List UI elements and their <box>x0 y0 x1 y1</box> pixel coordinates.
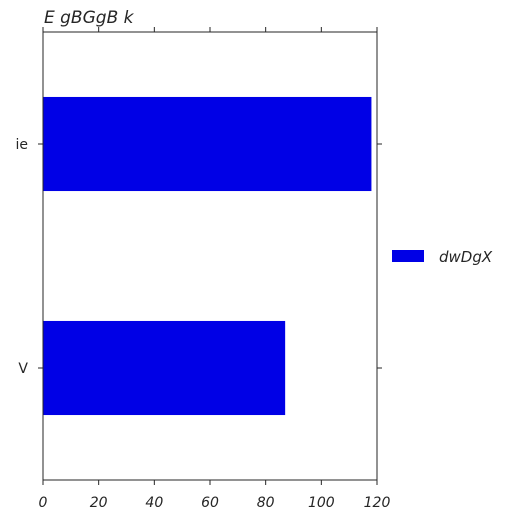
legend-label: dwDgX <box>439 248 493 266</box>
chart-title: E gBGgB k <box>44 8 135 28</box>
x-tick-label: 20 <box>90 495 108 511</box>
x-tick-label: 40 <box>145 495 163 511</box>
x-tick-label: 80 <box>257 495 275 511</box>
x-tick-label: 120 <box>364 495 391 511</box>
axes: ie V 0 20 40 60 80 100 120 <box>15 27 390 511</box>
bar-ie <box>43 96 372 192</box>
legend-swatch <box>392 250 424 262</box>
x-tick-label: 0 <box>39 495 48 511</box>
y-tick-label: ie <box>15 137 28 153</box>
plot-area <box>43 96 372 416</box>
x-tick-label: 60 <box>201 495 219 511</box>
bar-V <box>43 320 286 416</box>
y-tick-label: V <box>18 361 28 377</box>
x-tick-label: 100 <box>308 495 335 511</box>
legend: dwDgX <box>392 248 493 266</box>
